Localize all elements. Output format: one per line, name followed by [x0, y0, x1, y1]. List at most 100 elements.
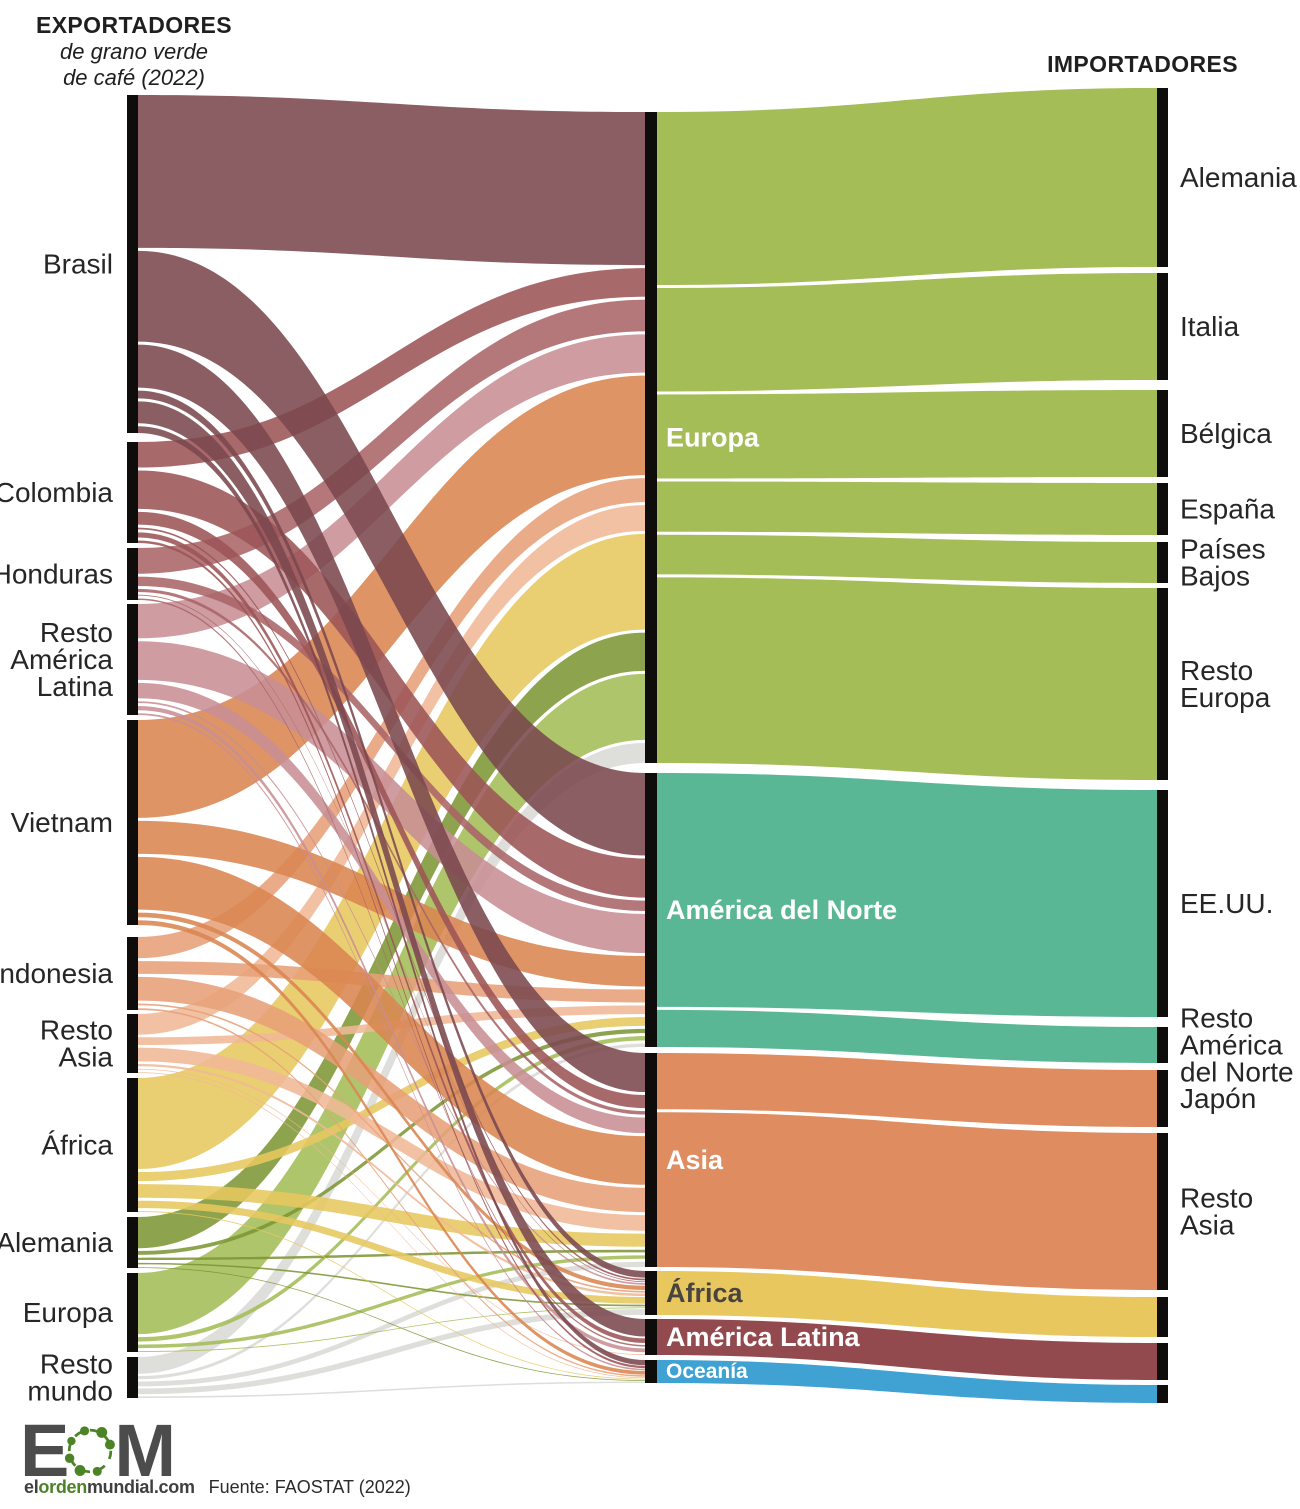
- flow-africa_exp-asia: [138, 1184, 645, 1247]
- flow-colombia-europa: [138, 268, 645, 468]
- label-alemania: Alemania: [1180, 162, 1297, 193]
- flow-resto_asia_exp-america_latina: [138, 1068, 645, 1355]
- node-japon: [1157, 1070, 1168, 1127]
- node-america_del_norte: [645, 773, 657, 1047]
- node-eeuu: [1157, 790, 1168, 1017]
- node-asia: [645, 1053, 657, 1267]
- flow-indonesia-oceania: [138, 1008, 645, 1377]
- flow-resto_asia_exp-asia: [138, 1047, 645, 1231]
- node-italia: [1157, 273, 1168, 380]
- label-eeuu: EE.UU.: [1180, 888, 1273, 919]
- node-indonesia: [127, 937, 138, 1010]
- flow-resto_mundo-europa: [138, 742, 645, 1374]
- logo-domain-prefix: el: [24, 1477, 39, 1497]
- label-africa_exp: África: [41, 1130, 113, 1161]
- label-indonesia: Indonesia: [0, 958, 113, 989]
- label-resto_asia_imp: Resto Asia: [1180, 1183, 1253, 1241]
- flow-resto_asia_exp-europa: [138, 505, 645, 1035]
- node-vietnam: [127, 720, 138, 925]
- logo-ring-icon: [65, 1426, 116, 1476]
- flow-asia-japon: [657, 1053, 1157, 1127]
- label-paises_bajos: Países Bajos: [1180, 534, 1266, 592]
- node-resto_asia_exp: [127, 1014, 138, 1073]
- flow-europa_exp-america_del_norte: [138, 1036, 645, 1342]
- flow-brasil-europa: [138, 95, 645, 266]
- exporters-subtitle-line1: de grano verde: [60, 39, 208, 64]
- flow-resto_asia_exp-oceania: [138, 1072, 645, 1379]
- logo-letter-m: M: [114, 1409, 176, 1492]
- label-vietnam: Vietnam: [11, 807, 113, 838]
- flow-asia-resto_asia_imp: [657, 1112, 1157, 1290]
- flow-colombia-america_latina: [138, 532, 645, 1343]
- flow-resto_america_latina-europa: [138, 334, 645, 639]
- label-resto_mundo: Resto mundo: [27, 1349, 113, 1407]
- flow-africa_exp-oceania: [138, 1211, 645, 1380]
- label-resto_europa: Resto Europa: [1180, 655, 1271, 713]
- flow-africa_exp-africa: [138, 1200, 645, 1304]
- label-colombia: Colombia: [0, 477, 113, 508]
- node-resto_mundo: [127, 1357, 138, 1398]
- flow-colombia-oceania: [138, 540, 645, 1369]
- flow-brasil-asia: [138, 344, 645, 1093]
- node-resto_america_latina: [127, 604, 138, 715]
- importers-title: IMPORTADORES: [1047, 51, 1238, 77]
- node-alemania: [1157, 88, 1168, 267]
- source-label: Fuente: FAOSTAT (2022): [208, 1477, 411, 1497]
- label-resto_america_latina: Resto América Latina: [10, 617, 113, 702]
- label-america_latina: América Latina: [666, 1322, 861, 1352]
- node-oceania: [645, 1360, 657, 1383]
- flow-oceania-oceania_imp: [657, 1360, 1157, 1403]
- flow-europa-resto_europa: [657, 577, 1157, 780]
- flow-resto_america_latina-asia: [138, 682, 645, 1134]
- label-asia: Asia: [666, 1145, 724, 1175]
- node-resto_america_norte: [1157, 1027, 1168, 1063]
- flow-brasil-america_del_norte: [138, 250, 645, 856]
- flow-vietnam-asia: [138, 856, 645, 1185]
- logo-domain-mid: orden: [38, 1477, 87, 1497]
- exporters-title: EXPORTADORES: [35, 12, 233, 38]
- flow-honduras-europa: [138, 299, 645, 574]
- flow-resto_america_latina-oceania: [138, 713, 645, 1371]
- label-alemania_exp: Alemania: [0, 1227, 113, 1258]
- node-africa: [645, 1271, 657, 1315]
- node-brasil: [127, 95, 138, 433]
- flow-vietnam-africa: [138, 912, 645, 1290]
- flow-europa-paises_bajos: [657, 534, 1157, 583]
- label-resto_asia_exp: Resto Asia: [40, 1015, 114, 1073]
- label-honduras: Honduras: [0, 559, 113, 590]
- label-africa: África: [666, 1277, 744, 1308]
- label-espana: España: [1180, 494, 1275, 525]
- flow-europa-belgica: [657, 390, 1157, 479]
- flow-resto_america_latina-africa: [138, 701, 645, 1285]
- logo-domain-suffix: mundial.com: [86, 1477, 195, 1497]
- node-europa: [645, 112, 657, 763]
- flow-brasil-africa: [138, 390, 645, 1278]
- flow-honduras-america_del_norte: [138, 576, 645, 911]
- node-espana: [1157, 483, 1168, 535]
- label-resto_america_norte: Resto América del Norte: [1180, 1003, 1294, 1088]
- flow-alemania_exp-europa: [138, 632, 645, 1249]
- node-colombia: [127, 442, 138, 543]
- label-oceania: Oceanía: [666, 1360, 748, 1383]
- flow-america_latina-america_latina_imp: [657, 1319, 1157, 1380]
- flow-america_del_norte-eeuu: [657, 773, 1157, 1017]
- flow-vietnam-oceania: [138, 920, 645, 1375]
- node-resto_europa: [1157, 588, 1168, 780]
- flow-resto_america_latina-america_del_norte: [138, 641, 645, 954]
- label-brasil: Brasil: [43, 249, 113, 280]
- flow-brasil-oceania: [138, 426, 645, 1366]
- node-alemania_exp: [127, 1217, 138, 1268]
- flow-europa-italia: [657, 273, 1157, 392]
- label-japon: Japón: [1180, 1083, 1256, 1114]
- node-belgica: [1157, 390, 1168, 477]
- logo-letter-e: E: [20, 1409, 69, 1492]
- node-america_latina: [645, 1319, 657, 1355]
- footer-line: elordenmundial.com Fuente: FAOSTAT (2022…: [24, 1477, 411, 1498]
- flow-europa_exp-africa: [138, 1307, 645, 1352]
- flow-indonesia-asia: [138, 976, 645, 1213]
- flow-colombia-africa: [138, 527, 645, 1281]
- label-europa_exp: Europa: [23, 1297, 114, 1328]
- flow-resto_asia_exp-africa: [138, 1063, 645, 1297]
- flow-honduras-america_latina: [138, 598, 645, 1347]
